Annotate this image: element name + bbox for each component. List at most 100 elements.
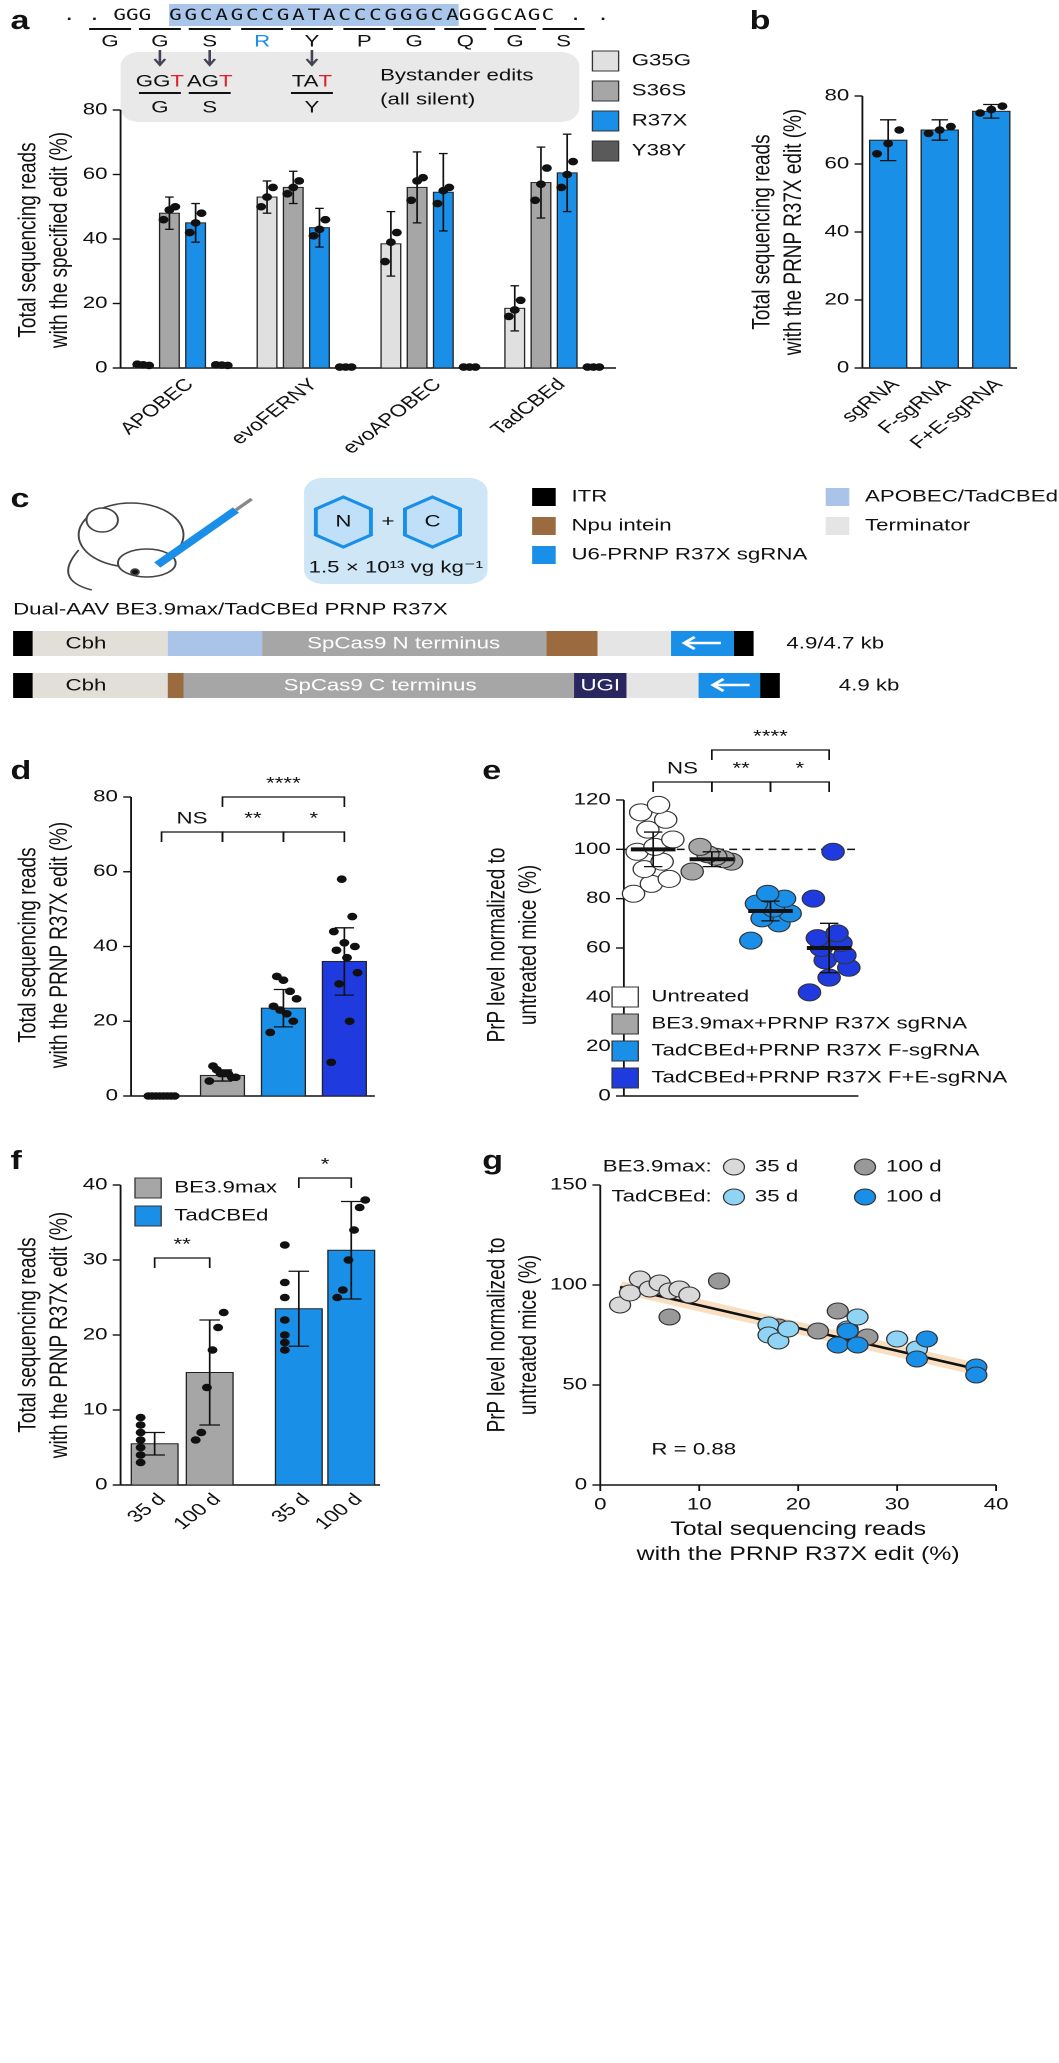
data-point (344, 1017, 355, 1026)
amino-acid: G (101, 32, 118, 51)
significance-bracket (160, 831, 224, 842)
data-point (621, 884, 646, 903)
arrow (203, 50, 217, 67)
amino-acid: G (506, 32, 523, 51)
panel-letter: c (10, 485, 29, 513)
mouse-illustration (67, 497, 253, 591)
sequence-left: . . GGG (63, 6, 151, 24)
data-point (190, 1436, 201, 1444)
edited-codon: TAT (292, 72, 332, 91)
construct-1 (13, 631, 754, 656)
plus-sign: + (381, 512, 394, 531)
data-point (628, 803, 653, 822)
y-axis-label: Total sequencing reads (13, 1237, 41, 1432)
y-tick-label: 20 (93, 1011, 118, 1030)
data-point (346, 363, 357, 371)
y-tick-label: 0 (106, 1086, 118, 1105)
bar (972, 110, 1011, 369)
data-point (608, 1296, 632, 1314)
legend-swatch (611, 1013, 639, 1035)
panel-letter: b (750, 7, 771, 35)
size-label: 4.9 kb (839, 676, 900, 695)
y-tick-label: 40 (83, 1175, 108, 1194)
legend-swatch (611, 1040, 639, 1062)
data-point (515, 296, 526, 305)
legend-group-label: TadCBEd: (611, 1187, 711, 1206)
significance-bracket (710, 749, 830, 760)
x-axis-label: with the PRNP R37X edit (%) (636, 1543, 960, 1564)
x-tick-label: 10 (687, 1495, 712, 1514)
data-point (894, 126, 905, 134)
y-tick-label: 100 (550, 1275, 587, 1294)
protospacer-highlight (169, 4, 459, 26)
y-tick-label: 0 (575, 1475, 587, 1494)
legend-label: 100 d (886, 1187, 942, 1206)
legend-label: 100 d (886, 1157, 942, 1176)
codon-edit: T (170, 72, 184, 91)
amino-acid: G (406, 32, 423, 51)
y-tick-label: 20 (83, 1325, 108, 1344)
legend-label: Untreated (651, 987, 749, 1006)
data-point (352, 968, 363, 977)
edited-amino-acid: Y (305, 98, 320, 117)
construct-2 (13, 673, 780, 698)
data-point (279, 1293, 290, 1302)
significance-bracket (221, 796, 346, 807)
legend-swatch (611, 986, 639, 1008)
y-tick-label: 40 (825, 222, 850, 241)
legend-swatch (611, 1067, 639, 1089)
y-tick-label: 40 (93, 936, 118, 955)
legend-label: TadCBEd+PRNP R37X F-sgRNA (651, 1041, 980, 1060)
data-point (391, 228, 402, 237)
data-point (308, 231, 319, 240)
legend-label: G35G (632, 51, 691, 70)
data-point (196, 1428, 207, 1437)
data-point (657, 869, 682, 888)
y-tick-label: 80 (586, 889, 611, 908)
legend-marker (722, 1188, 746, 1206)
significance-bracket (297, 1177, 353, 1188)
sequence-right: GGGCAGC . . (459, 6, 610, 24)
data-point (821, 842, 845, 861)
promoter-label: Cbh (66, 676, 107, 695)
legend-label: Y38Y (632, 141, 686, 160)
y-tick-label: 60 (93, 862, 118, 881)
x-tick-label: 20 (786, 1495, 811, 1514)
data-point (285, 987, 295, 996)
amino-acid: Q (457, 32, 474, 51)
data-point (678, 1286, 701, 1304)
data-point (997, 102, 1008, 110)
promoter-label: Cbh (66, 634, 107, 653)
y-tick-label: 50 (562, 1375, 587, 1394)
y-axis-label: untreated mice (%) (514, 865, 542, 1025)
y-axis-label: with the PRNP R37X edit (%) (44, 822, 72, 1069)
y-tick-label: 20 (825, 290, 850, 309)
legend-label: 35 d (755, 1157, 798, 1176)
significance-bracket (652, 781, 713, 792)
data-point (934, 126, 945, 134)
legend-label: BE3.9max+PRNP R37X sgRNA (651, 1014, 968, 1033)
y-axis-label: Total sequencing reads (13, 847, 41, 1042)
data-point (806, 1322, 830, 1340)
data-point (208, 1062, 219, 1070)
y-axis-label: with the specified edit (%) (44, 132, 72, 349)
y-tick-label: 20 (586, 1037, 611, 1056)
data-point (846, 1336, 869, 1354)
significance-label: NS (177, 809, 208, 828)
significance-bracket (282, 831, 346, 842)
data-point (336, 875, 347, 884)
edited-codon: GGT (136, 72, 184, 91)
y-tick-label: 40 (83, 229, 108, 248)
data-point (632, 860, 657, 879)
legend-label: TadCBEd (174, 1206, 268, 1225)
x-tick-label: 100 d (169, 1490, 226, 1533)
bar (308, 227, 330, 369)
data-point (279, 1346, 290, 1354)
data-point (347, 912, 358, 921)
significance-label: **** (753, 727, 788, 746)
significance-label: * (310, 809, 319, 828)
data-point (406, 196, 417, 205)
significance-label: **** (266, 774, 301, 793)
size-label: 4.9/4.7 kb (786, 634, 884, 653)
